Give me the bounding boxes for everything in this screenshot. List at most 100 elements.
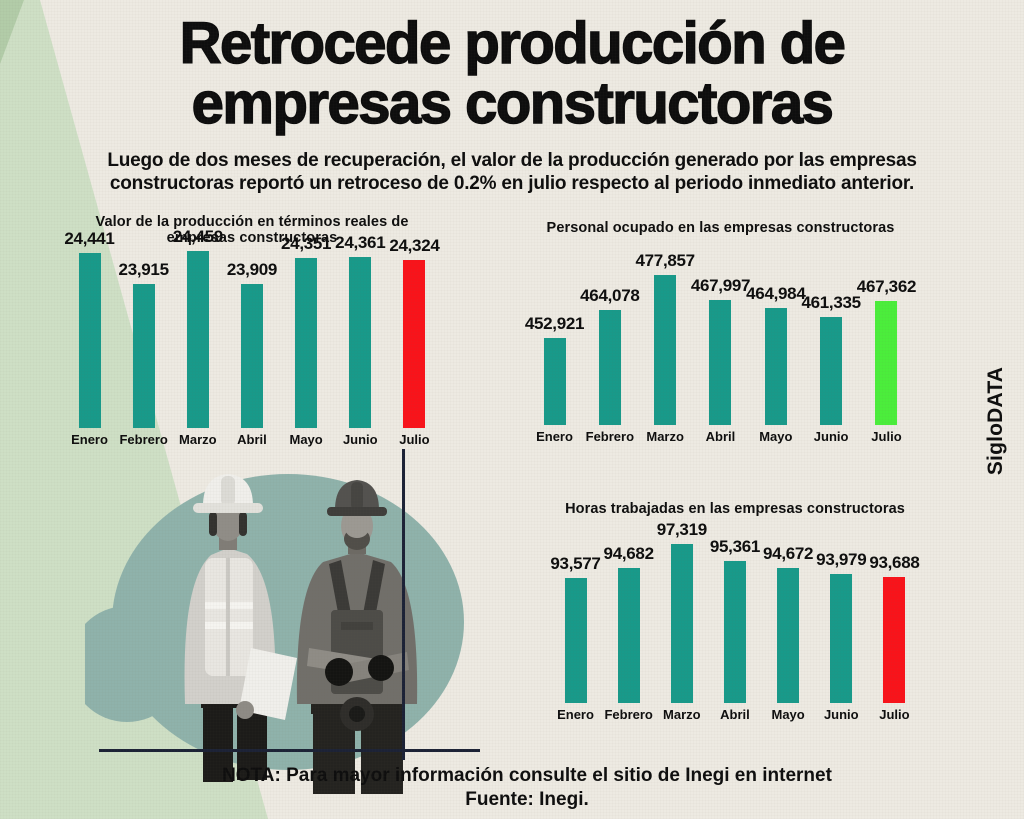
bar-month-label: Abril [720, 707, 750, 722]
bar-month-label: Marzo [663, 707, 701, 722]
bar-column: 24,351 [280, 234, 333, 428]
bar-month-label: Febrero [119, 432, 168, 447]
bar-value-label: 464,078 [580, 286, 640, 305]
bar-month-label: Enero [557, 707, 594, 722]
bar-month-label: Febrero [604, 707, 653, 722]
bar-month-label: Julio [399, 432, 430, 447]
bar [186, 251, 209, 428]
bar-month-label: Julio [879, 707, 910, 722]
bar [709, 300, 732, 425]
bar-month-label: Marzo [179, 432, 217, 447]
bar-value-label: 467,997 [690, 276, 751, 295]
bar-value-label: 467,362 [856, 277, 917, 296]
bar-value-label: 23,909 [226, 260, 278, 279]
bar-month-label: Enero [71, 432, 108, 447]
bar [564, 578, 587, 703]
bar-column: 24,441 [63, 229, 116, 428]
bar-column: 24,361 [334, 233, 387, 428]
bar [883, 577, 906, 703]
bar-month-label: Julio [871, 429, 902, 444]
chart-title-produccion: Valor de la producción en términos reale… [95, 214, 409, 246]
bar-value-label: 461,335 [801, 293, 861, 312]
footer-source: Fuente: Inegi. [465, 789, 589, 810]
bar [830, 574, 853, 703]
brand-siglodata: SigloDATA [984, 366, 1007, 476]
chart-horas-months: Enero Febrero Marzo Abril Mayo Junio Julio [549, 707, 921, 722]
bar-column: 94,682 [602, 544, 655, 703]
bar-value-label: 24,441 [64, 229, 115, 248]
bar-value-label: 452,921 [524, 314, 585, 333]
bar-column: 24,459 [171, 227, 224, 428]
bar-column: 461,335 [801, 293, 861, 425]
bar-month-label: Mayo [759, 429, 793, 444]
chart-horas-bars: 93,577 94,682 97,319 95,361 94,672 93,979 93,6… [549, 518, 921, 703]
bar-column: 452,921 [524, 314, 585, 425]
bar [403, 260, 426, 428]
bar-column: 97,319 [655, 520, 708, 703]
bar-column: 94,672 [762, 544, 815, 703]
bar-month-label: Mayo [289, 432, 323, 447]
footer-note: NOTA: Para mayor información consulte el… [222, 765, 832, 786]
bar-value-label: 95,361 [709, 537, 761, 556]
bar-month-label: Abril [237, 432, 267, 447]
divider-line-horizontal [99, 749, 480, 752]
bar-column: 464,078 [580, 286, 640, 425]
bar [820, 317, 843, 425]
bar-column: 93,577 [549, 554, 602, 703]
bar-value-label: 94,672 [763, 544, 814, 563]
bar [777, 568, 800, 703]
bar [654, 275, 677, 425]
bar [764, 308, 787, 425]
bar-column: 467,997 [690, 276, 751, 425]
bar-column: 467,362 [856, 277, 917, 425]
bar-column: 95,361 [708, 537, 761, 703]
bar-column: 24,324 [388, 236, 441, 428]
bar-month-label: Mayo [771, 707, 805, 722]
bar-column: 477,857 [635, 251, 695, 425]
page-subtitle: Luego de dos meses de recuperación, el v… [0, 149, 1024, 196]
bar-value-label: 93,688 [869, 553, 920, 572]
bar-column: 23,915 [117, 260, 170, 428]
bar [349, 257, 372, 428]
bar [670, 544, 693, 703]
bar [240, 284, 263, 428]
bar-month-label: Enero [536, 429, 573, 444]
chart-produccion-bars: 24,441 23,915 24,459 23,909 24,351 24,361 24,3… [63, 227, 441, 428]
chart-personal-months: Enero Febrero Marzo Abril Mayo Junio Julio [528, 429, 913, 444]
bar [617, 568, 640, 703]
bar-column: 93,979 [815, 550, 868, 703]
bar-month-label: Junio [823, 707, 859, 722]
chart-personal-bars: 452,921 464,078 477,857 467,997 464,984 461,3… [524, 250, 917, 425]
bar [598, 310, 621, 425]
bar-column: 23,909 [225, 260, 278, 428]
bar-value-label: 93,979 [816, 550, 867, 569]
woman-worker [184, 474, 297, 782]
bar-value-label: 24,351 [281, 234, 332, 253]
bar-value-label: 24,361 [335, 233, 386, 252]
bar-value-label: 94,682 [603, 544, 655, 563]
page-subtitle-line-2: constructoras reportó un retroceso de 0.… [109, 173, 915, 195]
bar-month-label: Abril [705, 429, 736, 444]
page-title-line-2: empresas constructoras [191, 71, 835, 137]
page-title: Retrocede producción de empresas constru… [0, 11, 1024, 137]
bar-month-label: Febrero [585, 429, 635, 444]
workers-photo [85, 474, 464, 794]
bar-value-label: 464,984 [746, 284, 806, 303]
divider-line-vertical [402, 449, 405, 760]
bar-value-label: 24,459 [172, 227, 224, 246]
page-title-line-1: Retrocede producción de [179, 11, 847, 76]
bar [78, 253, 101, 428]
page-subtitle-line-1: Luego de dos meses de recuperación, el v… [107, 150, 917, 171]
bar [723, 561, 746, 703]
bar [543, 338, 566, 425]
bar [132, 284, 155, 428]
bar-value-label: 23,915 [118, 260, 170, 279]
bar-value-label: 97,319 [656, 520, 708, 539]
bar [295, 258, 318, 428]
chart-produccion-months: Enero Febrero Marzo Abril Mayo Junio Julio [63, 432, 441, 447]
bar-column: 93,688 [868, 553, 921, 703]
man-worker [296, 480, 418, 794]
bar-value-label: 477,857 [635, 251, 695, 270]
chart-title-personal: Personal ocupado en las empresas constru… [546, 220, 895, 236]
